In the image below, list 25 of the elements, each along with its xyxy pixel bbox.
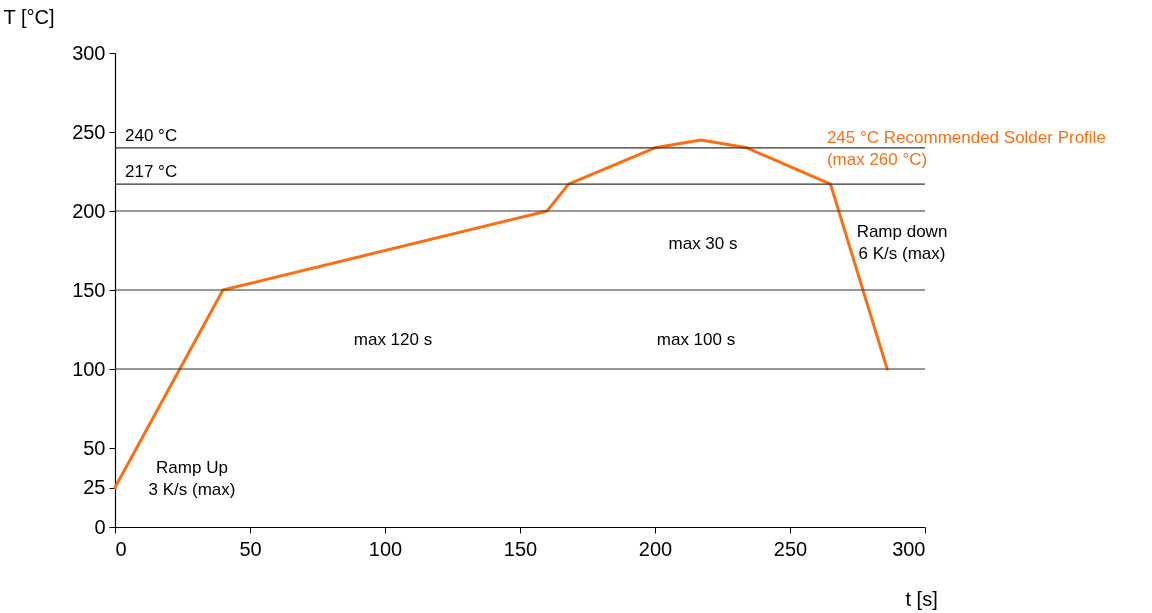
- y-tick-label: 50: [83, 436, 106, 459]
- x-tick-label: 50: [239, 537, 262, 560]
- y-axis-title: T [°C]: [3, 5, 55, 28]
- annotation: Ramp down 6 K/s (max): [856, 222, 948, 263]
- y-tick-label: 100: [72, 357, 106, 380]
- y-tick-label: 150: [72, 278, 106, 301]
- x-tick-label: 250: [773, 537, 808, 560]
- y-tick-label: 200: [72, 199, 106, 222]
- y-tick-label: 300: [72, 41, 106, 64]
- x-axis-title: t [s]: [905, 587, 938, 610]
- annotation: max 120 s: [353, 330, 433, 349]
- x-tick-label: 200: [638, 537, 673, 560]
- y-tick-label: 0: [94, 515, 106, 538]
- x-tick-label: 150: [503, 537, 538, 560]
- series-label: 245 °C Recommended Solder Profile (max 260 °C): [826, 127, 1106, 169]
- annotation: max 30 s: [668, 234, 738, 253]
- y-tick-label: 250: [72, 120, 106, 143]
- ref-line-label: 217 °C: [125, 162, 178, 182]
- x-tick-label: 300: [892, 537, 926, 560]
- y-tick-label: 25: [83, 476, 106, 498]
- annotation: Ramp Up 3 K/s (max): [148, 458, 236, 499]
- x-tick-label: 0: [115, 537, 127, 560]
- annotation: max 100 s: [656, 330, 736, 349]
- ref-line-label: 240 °C: [125, 125, 178, 145]
- x-tick-label: 100: [368, 537, 403, 560]
